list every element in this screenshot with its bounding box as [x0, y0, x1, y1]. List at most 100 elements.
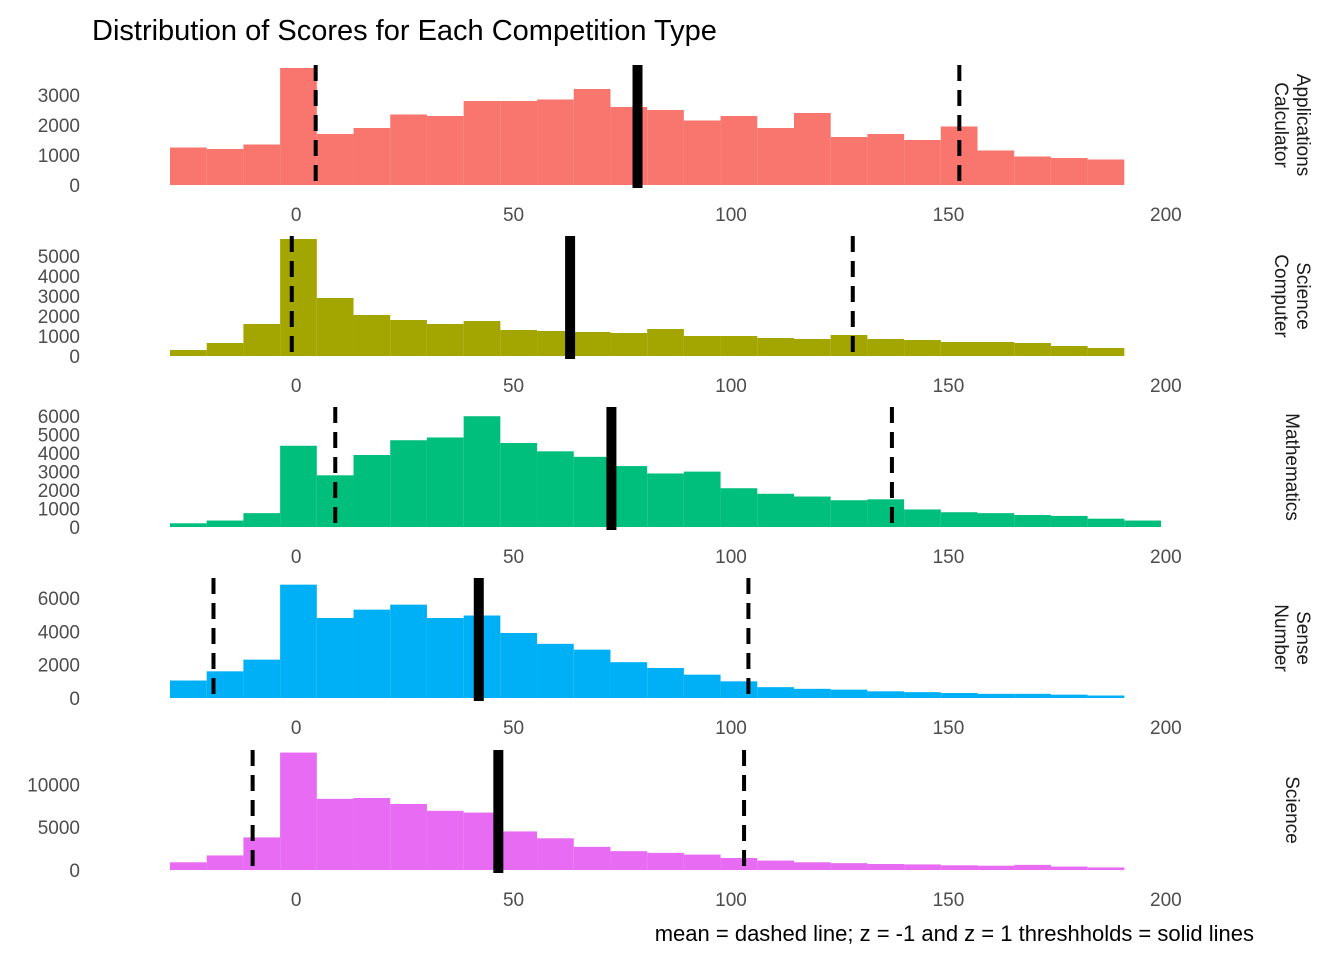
histogram-bar — [316, 298, 354, 356]
histogram-bar — [537, 451, 574, 527]
histogram-bar — [573, 332, 611, 356]
facet-strip-label: ComputerScience — [1270, 254, 1313, 338]
histogram-bar — [243, 837, 281, 870]
y-tick-label: 2000 — [38, 307, 80, 328]
x-tick-label: 0 — [291, 890, 302, 911]
histogram-bar — [647, 668, 684, 698]
histogram-bar — [573, 89, 611, 185]
histogram-bar — [1050, 515, 1088, 527]
histogram-bar — [463, 321, 501, 356]
x-tick-label: 50 — [503, 547, 524, 568]
histogram-bar — [206, 149, 244, 185]
chart-caption: mean = dashed line; z = -1 and z = 1 thr… — [655, 921, 1254, 946]
x-tick-label: 50 — [503, 718, 524, 739]
histogram-bar — [867, 864, 905, 870]
panel-calculator-applications: 0 1000 2000 3000 0 50 100 150 200 CalculatorAppli… — [38, 65, 1313, 226]
y-tick-label: 3000 — [38, 86, 80, 107]
histogram-bar — [610, 851, 648, 870]
histogram-bar — [500, 831, 538, 870]
y-tick-label: 5000 — [38, 818, 80, 839]
histogram-bar — [904, 509, 941, 527]
histogram-bar — [610, 333, 648, 356]
histogram-bar — [977, 693, 1015, 698]
histogram-bar — [830, 335, 868, 356]
histogram-bar — [757, 860, 794, 870]
histogram-bar — [867, 499, 905, 527]
histogram-bar — [904, 340, 941, 356]
histogram-bar — [353, 315, 391, 356]
y-tick-label: 1000 — [38, 146, 80, 167]
histogram-bar — [720, 116, 758, 185]
histogram-bar — [1087, 159, 1125, 185]
y-tick-label: 2000 — [38, 116, 80, 137]
facet-strip-label: Science — [1281, 776, 1302, 844]
histogram-bar — [1124, 520, 1162, 527]
histogram-bar — [977, 513, 1015, 527]
facet-strip-label: CalculatorApplications — [1270, 74, 1313, 176]
histogram-bar — [390, 804, 427, 870]
histogram-bar — [353, 455, 391, 527]
panel-number-sense: 0 2000 4000 6000 0 50 100 150 200 NumberSense — [38, 578, 1313, 739]
y-tick-label: 10000 — [27, 775, 80, 796]
histogram-bar — [426, 810, 464, 870]
histogram-bar — [170, 523, 207, 527]
histogram-bar — [830, 863, 868, 870]
x-tick-label: 200 — [1150, 376, 1182, 397]
x-tick-label: 100 — [715, 890, 747, 911]
y-tick-label: 0 — [69, 518, 80, 539]
histogram-bar — [830, 500, 868, 527]
histogram-bar — [647, 852, 684, 870]
y-tick-label: 4000 — [38, 622, 80, 643]
facet-strip-label: NumberSense — [1270, 604, 1313, 672]
histogram-bar — [170, 680, 207, 698]
histogram-bar — [940, 693, 978, 698]
x-tick-label: 200 — [1150, 718, 1182, 739]
histogram-bar — [867, 134, 905, 185]
histogram-bar — [793, 113, 831, 185]
histogram-bar — [647, 473, 684, 527]
histogram-bar — [390, 604, 427, 698]
histogram-bar — [610, 662, 648, 698]
histogram-bar — [793, 688, 831, 698]
histogram-bar — [500, 443, 538, 527]
y-tick-label: 0 — [69, 689, 80, 710]
histogram-bar — [683, 120, 721, 185]
x-tick-label: 50 — [503, 376, 524, 397]
y-tick-label: 0 — [69, 176, 80, 197]
histogram-bar — [500, 633, 538, 698]
histogram-bar — [463, 101, 501, 185]
histogram-bar — [1014, 156, 1051, 185]
facet-strip-label: Mathematics — [1281, 413, 1302, 521]
x-tick-label: 150 — [933, 547, 965, 568]
y-tick-label: 5000 — [38, 247, 80, 268]
histogram-bar — [830, 689, 868, 698]
histogram-bar — [537, 643, 574, 698]
histogram-bar — [720, 858, 758, 870]
histogram-bar — [500, 101, 538, 185]
histogram-bar — [1050, 694, 1088, 698]
histogram-bar — [1014, 864, 1051, 870]
histogram-bar — [610, 466, 648, 527]
histogram-bar — [353, 128, 391, 185]
histogram-bar — [720, 681, 758, 698]
panel-science: 0 5000 10000 0 50 100 150 200 Science — [27, 750, 1302, 911]
histogram-bar — [757, 493, 794, 527]
histogram-bar — [390, 320, 427, 356]
histogram-bar — [206, 520, 244, 527]
histogram-bar — [170, 862, 207, 870]
y-tick-label: 2000 — [38, 481, 80, 502]
histogram-bar — [463, 416, 501, 527]
x-tick-label: 150 — [933, 718, 965, 739]
histogram-bar — [1087, 348, 1125, 356]
histogram-bar — [904, 692, 941, 698]
histogram-bar — [793, 496, 831, 527]
histogram-bar — [573, 456, 611, 527]
histogram-bar — [757, 338, 794, 356]
histogram-bar — [867, 691, 905, 698]
histogram-bar — [280, 239, 317, 356]
y-tick-label: 4000 — [38, 267, 80, 288]
x-tick-label: 0 — [291, 376, 302, 397]
histogram-bar — [1050, 866, 1088, 870]
y-tick-label: 3000 — [38, 287, 80, 308]
